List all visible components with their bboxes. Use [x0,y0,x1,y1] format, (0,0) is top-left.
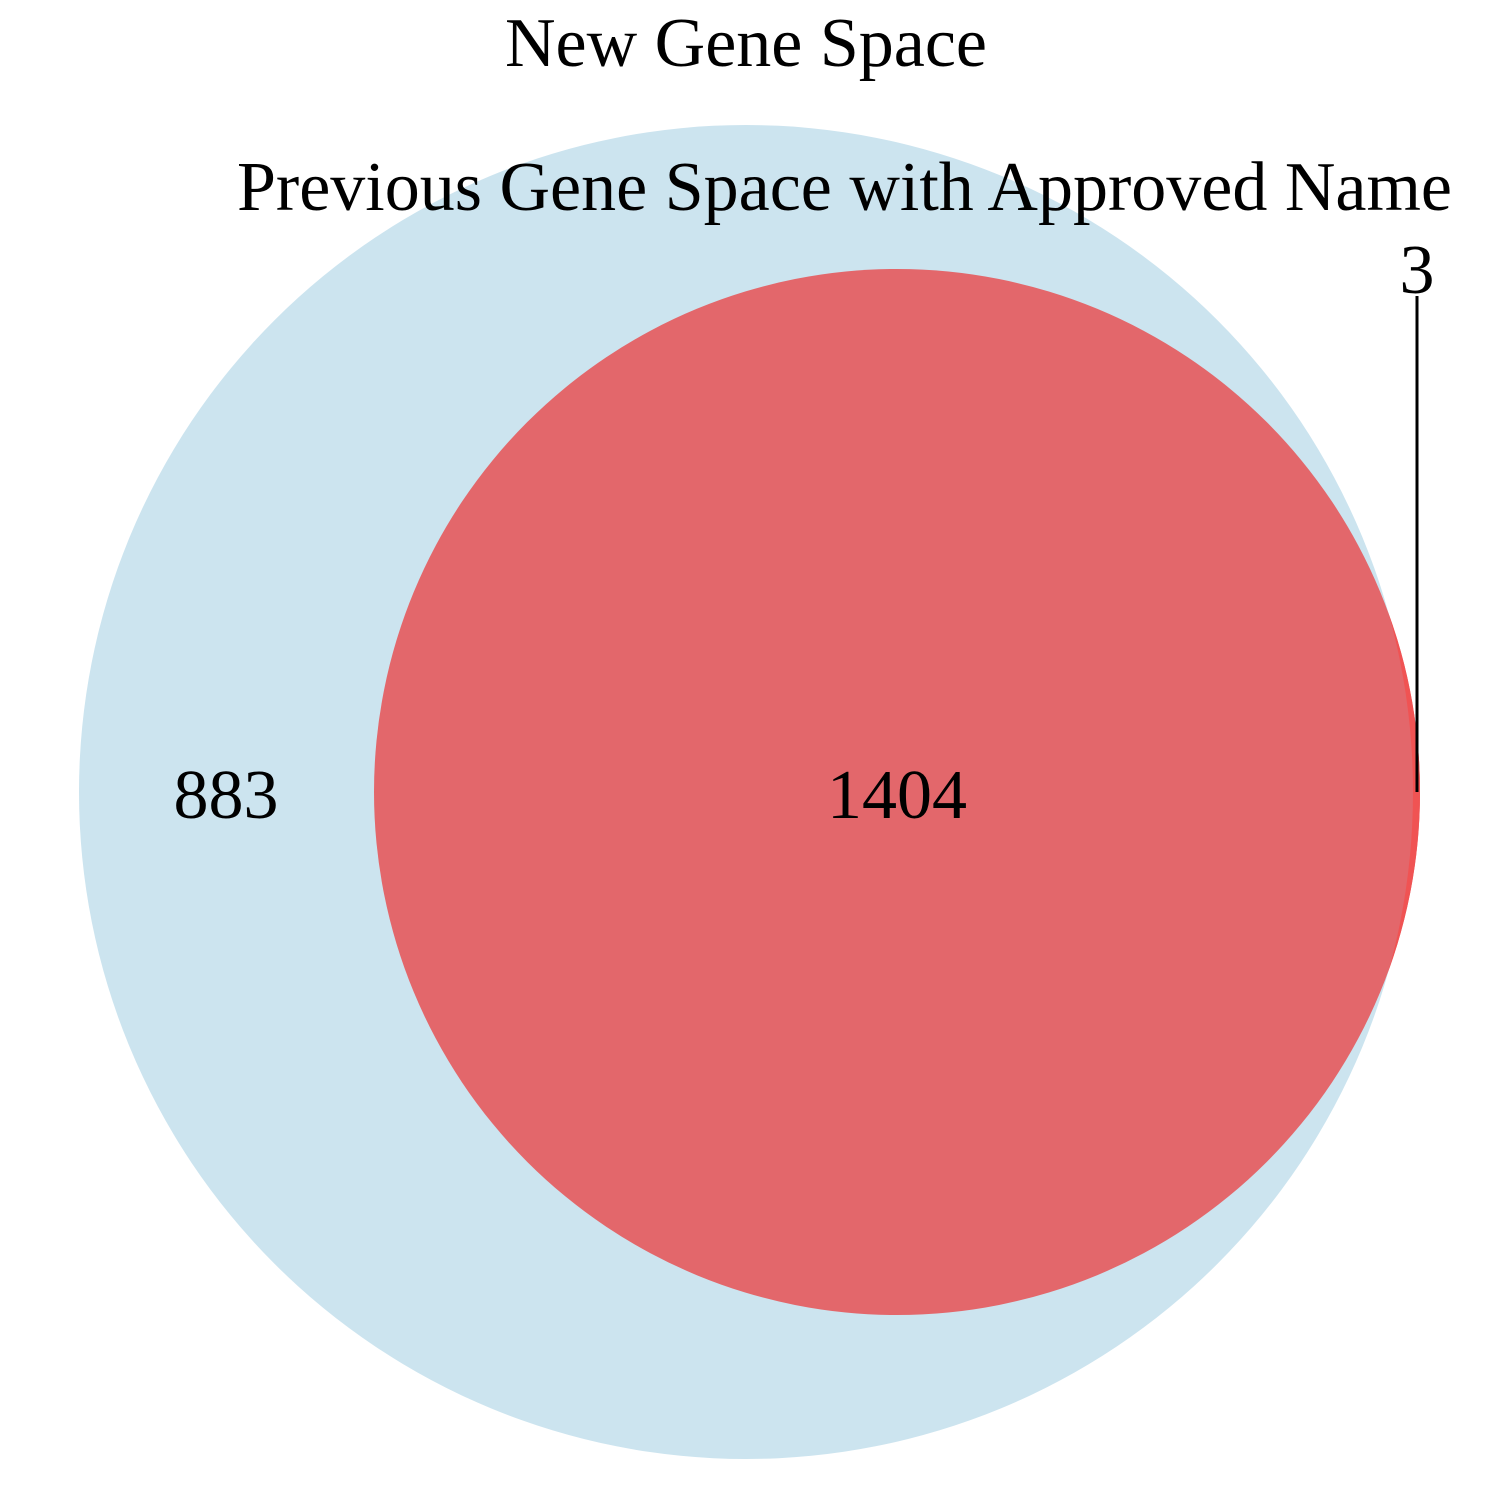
inner-only-region [374,269,1420,1315]
outer-only-count: 883 [174,757,279,834]
overlap-count: 1404 [827,757,967,834]
previous-gene-space-label: Previous Gene Space with Approved Name [237,149,1452,226]
new-gene-space-label: New Gene Space [505,5,987,82]
inner-only-count: 3 [1400,232,1435,309]
